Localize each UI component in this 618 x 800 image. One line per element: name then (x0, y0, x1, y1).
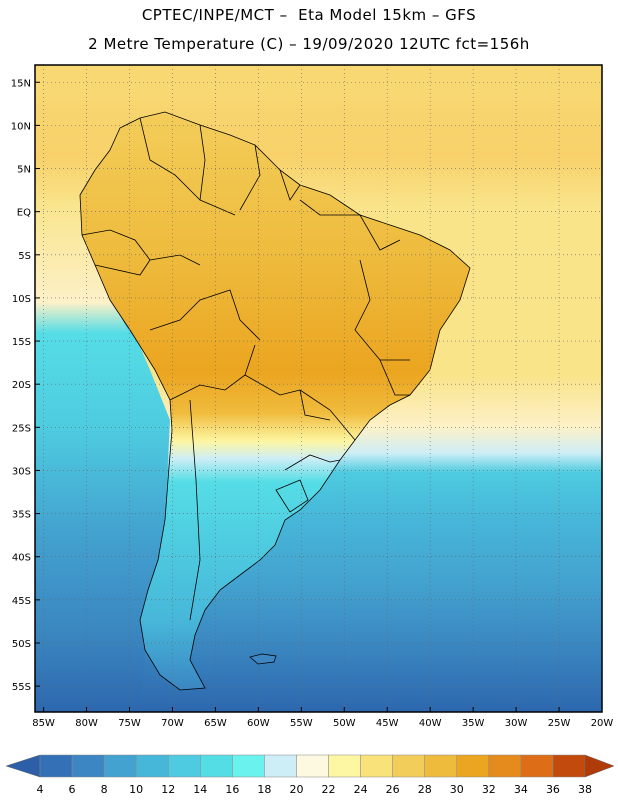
colorbar-swatch (392, 754, 425, 778)
lon-tick-label: 20W (591, 718, 614, 729)
colorbar-arrow-high (584, 754, 615, 778)
colorbar-label: 10 (129, 783, 143, 796)
colorbar-label: 14 (193, 783, 207, 796)
colorbar-label: 18 (257, 783, 271, 796)
lon-tick-label: 70W (161, 718, 184, 729)
colorbar-label: 34 (514, 783, 528, 796)
colorbar-swatch (71, 754, 105, 778)
lat-tick-label: 20S (12, 380, 31, 391)
lat-tick-label: EQ (17, 208, 31, 219)
colorbar-label: 16 (225, 783, 239, 796)
pacific-ocean-field (35, 200, 170, 712)
lat-tick-label: 30S (12, 466, 31, 477)
colorbar-swatch (167, 754, 201, 778)
longitude-labels: 85W 80W 75W 70W 65W 60W 55W 50W 45W 40W 35W 30W 25W 2… (32, 707, 613, 729)
map-frame (34, 64, 603, 713)
colorbar-label: 8 (101, 783, 108, 796)
lon-tick-label: 65W (204, 718, 227, 729)
latitude-labels: 15N 10N 5N EQ 5S 10S 15S 20S 25S 30S 35S 40S 45S 50S 5… (11, 78, 40, 693)
lat-lon-grid (35, 65, 602, 712)
lat-tick-label: 15N (11, 78, 31, 89)
colorbar-swatch (39, 754, 73, 778)
lat-tick-label: 10N (11, 121, 31, 132)
lat-tick-label: 35S (12, 510, 31, 521)
lon-tick-label: 40W (419, 718, 442, 729)
colorbar-swatch (200, 754, 233, 778)
colorbar-swatch (103, 754, 137, 778)
lat-tick-label: 40S (12, 553, 31, 564)
colorbar-swatch (296, 754, 329, 778)
lat-tick-label: 50S (12, 639, 31, 650)
lat-tick-label: 5N (17, 165, 31, 176)
colorbar-label: 26 (386, 783, 400, 796)
colorbar-arrow-low (5, 754, 41, 778)
colorbar-swatch (488, 754, 522, 778)
colorbar-swatch (360, 754, 393, 778)
colorbar-swatch (232, 754, 265, 778)
lon-tick-label: 55W (290, 718, 313, 729)
map-subtitle: 2 Metre Temperature (C) – 19/09/2020 12U… (88, 35, 530, 53)
colorbar-label: 32 (482, 783, 496, 796)
colorbar-swatch (328, 754, 361, 778)
colorbar-label: 30 (450, 783, 464, 796)
colorbar-swatch (264, 754, 297, 778)
lat-tick-label: 5S (18, 251, 31, 262)
lon-tick-label: 25W (548, 718, 571, 729)
colorbar-swatch (456, 754, 490, 778)
colorbar-swatch (424, 754, 458, 778)
colorbar-swatch (135, 754, 169, 778)
map-title: CPTEC/INPE/MCT – Eta Model 15km – GFS (141, 6, 477, 24)
map-plot-area (35, 65, 602, 712)
falkland-islands (249, 653, 277, 665)
lon-tick-label: 50W (333, 718, 356, 729)
colorbar-label: 6 (69, 783, 76, 796)
colorbar: 4 6 8 10 12 14 16 18 20 22 24 26 28 30 32 34 36 38 (5, 754, 615, 796)
lat-tick-label: 10S (12, 294, 31, 305)
lon-tick-label: 75W (118, 718, 141, 729)
colorbar-label: 4 (37, 783, 44, 796)
colorbar-label: 20 (289, 783, 303, 796)
colorbar-label: 38 (578, 783, 592, 796)
lon-tick-label: 80W (75, 718, 98, 729)
lat-tick-label: 55S (12, 682, 31, 693)
colorbar-label: 36 (546, 783, 560, 796)
colorbar-label: 24 (354, 783, 368, 796)
lat-tick-label: 45S (12, 596, 31, 607)
country-borders (79, 111, 471, 691)
lat-tick-label: 15S (12, 337, 31, 348)
colorbar-label: 28 (418, 783, 432, 796)
colorbar-label: 12 (161, 783, 175, 796)
lon-tick-label: 60W (247, 718, 270, 729)
lon-tick-label: 30W (505, 718, 528, 729)
lon-tick-label: 45W (376, 718, 399, 729)
lon-tick-label: 85W (32, 718, 55, 729)
lon-tick-label: 35W (462, 718, 485, 729)
lat-tick-label: 25S (12, 423, 31, 434)
caribbean-field (35, 65, 602, 105)
colorbar-swatch (552, 754, 586, 778)
colorbar-swatch (520, 754, 554, 778)
colorbar-label: 22 (322, 783, 336, 796)
